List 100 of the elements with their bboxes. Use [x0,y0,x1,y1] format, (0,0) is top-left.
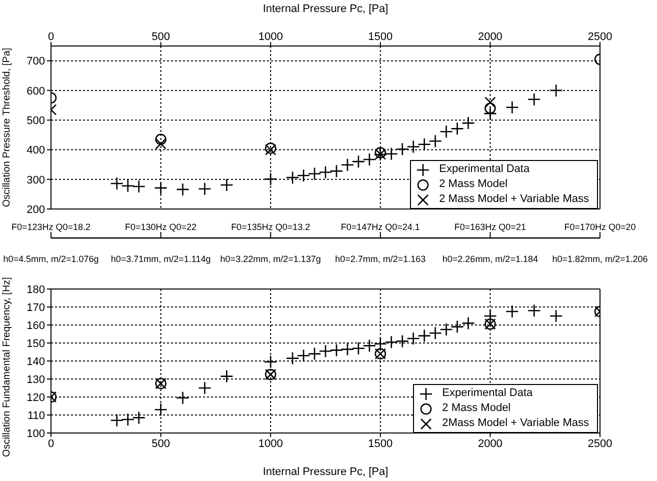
point [132,411,146,424]
point [374,337,388,351]
x-tick-label: 1500 [368,31,393,43]
point [462,316,475,330]
point [296,348,310,362]
point [440,125,453,138]
x-axis-title: Internal Pressure Pc, [Pa] [262,466,388,478]
y-tick-label: 300 [26,174,45,186]
text: h0=3.22mm, m/2=1.137g [220,254,321,264]
text: F0=130Hz Q0=22 [125,222,197,232]
point [362,339,376,352]
x-tick-label: 500 [152,438,170,450]
point [484,106,497,120]
point [220,178,234,192]
x-tick-label: 2500 [588,31,612,43]
y-tick-label: 110 [27,410,45,422]
point [384,335,398,349]
point [440,322,453,336]
text: h0=4.5mm, m/2=1.076g [3,254,99,264]
y-tick-label: 200 [26,204,45,216]
text: F0=163Hz Q0=21 [454,222,526,232]
point [296,168,310,182]
point [484,96,496,108]
point [396,334,410,348]
y-tick-label: 180 [26,284,45,296]
y-tick-label: 160 [26,320,45,332]
y-tick-label: 100 [26,428,45,440]
x-tick-label: 1000 [258,438,283,450]
point [406,140,420,154]
point [110,176,124,190]
y-tick-label: 400 [26,144,45,157]
x-tick-label: 2500 [588,438,612,450]
point [506,304,519,318]
point [549,309,563,323]
y-axis-title: Oscillation Fundamental Frequency, [Hz] [2,276,13,457]
point [352,154,366,168]
point [428,326,442,340]
point [110,414,124,428]
point [527,92,541,106]
point [362,152,376,166]
y-tick-label: 130 [26,374,45,386]
legend-label: 2 Mass Model [439,177,508,192]
x-axis-title: Internal Pressure Pc, [Pa] [262,2,388,15]
point [396,142,410,156]
text: F0=170Hz Q0=20 [564,222,636,232]
point [198,381,212,395]
point [154,402,168,416]
point [418,329,431,342]
y-axis-title: Oscillation Pressure Threshold, [Pa] [2,48,13,208]
text: F0=123Hz Q0=18.2 [11,222,91,232]
legend-label: 2Mass Model + Variable Mass [442,416,589,431]
point [155,138,166,150]
text: h0=3.71mm, m/2=1.114g [110,254,211,264]
point [121,412,135,426]
text: h0=1.82mm, m/2=1.206 [552,254,648,264]
y-tick-label: 500 [26,114,45,127]
point [220,370,234,383]
point [308,167,322,180]
point [352,342,366,356]
point [132,180,146,194]
point [506,100,519,114]
legend-label: Experimental Data [439,162,530,177]
point [428,134,442,148]
y-tick-label: 150 [26,338,45,350]
point [264,355,278,369]
y-tick-label: 120 [26,392,45,404]
point [318,166,332,179]
point [155,134,166,146]
point [418,138,431,152]
point [340,342,354,356]
point [340,158,354,172]
point [330,344,344,357]
y-tick-label: 600 [26,85,45,98]
point [462,116,475,130]
point [527,304,541,318]
legend-label: 2 Mass Model + Variable Mass [439,192,589,207]
x-tick-label: 0 [48,438,54,450]
point [121,179,135,193]
point [450,320,464,334]
point [264,172,278,186]
point [450,122,464,136]
text: F0=135Hz Q0=13.2 [231,222,310,232]
point [176,182,190,196]
point [384,147,398,161]
legend-label: 2 Mass Model [442,401,511,416]
x-tick-label: 1000 [258,31,283,43]
x-tick-label: 1500 [368,438,393,450]
x-tick-label: 2000 [478,438,502,450]
point [286,352,300,365]
point [286,170,300,184]
x-tick-label: 0 [48,31,54,43]
point [176,391,190,405]
y-tick-label: 170 [26,302,45,314]
point [154,181,168,195]
point [318,344,332,358]
point [406,332,420,346]
x-tick-label: 2000 [478,31,502,43]
point [330,164,344,178]
legend-label: Experimental Data [442,386,533,401]
text: h0=2.7mm, m/2=1.163 [335,254,426,264]
